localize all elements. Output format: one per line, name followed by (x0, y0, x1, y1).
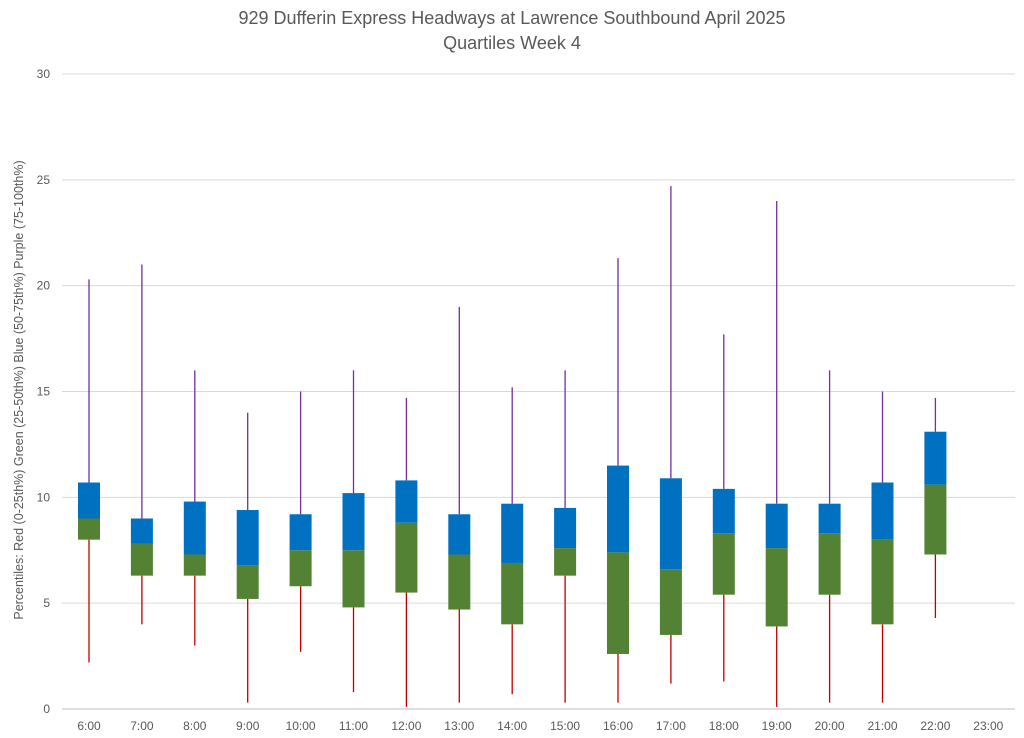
x-tick-label: 18:00 (709, 719, 739, 733)
x-tick-label: 21:00 (867, 719, 897, 733)
y-tick-label: 5 (43, 596, 50, 610)
lower-box (712, 533, 735, 595)
lower-box (236, 565, 259, 599)
box-marks (78, 186, 947, 707)
y-tick-label: 20 (37, 279, 51, 293)
upper-box (448, 514, 471, 555)
x-tick-label: 20:00 (815, 719, 845, 733)
upper-box (501, 503, 524, 563)
x-tick-label: 10:00 (286, 719, 316, 733)
x-tick-label: 16:00 (603, 719, 633, 733)
lower-box (342, 550, 365, 608)
upper-box (818, 503, 841, 534)
x-tick-label: 7:00 (130, 719, 154, 733)
upper-box (871, 482, 894, 540)
chart-title: 929 Dufferin Express Headways at Lawrenc… (238, 8, 786, 28)
upper-box (130, 518, 153, 544)
y-tick-label: 0 (43, 702, 50, 716)
upper-box (289, 514, 312, 551)
x-tick-label: 22:00 (920, 719, 950, 733)
lower-box (78, 518, 100, 540)
x-tick-label: 8:00 (183, 719, 207, 733)
upper-box (342, 493, 365, 551)
lower-box (395, 522, 418, 593)
x-tick-label: 9:00 (236, 719, 260, 733)
lower-box (289, 550, 312, 587)
x-tick-label: 11:00 (339, 719, 368, 733)
upper-box (78, 482, 100, 519)
lower-box (924, 484, 947, 555)
lower-box (183, 554, 206, 576)
lower-box (659, 569, 682, 635)
y-tick-label: 10 (37, 490, 51, 504)
y-tick-label: 15 (37, 385, 51, 399)
x-tick-label: 17:00 (656, 719, 686, 733)
x-tick-label: 15:00 (550, 719, 580, 733)
lower-box (765, 548, 788, 627)
chart-subtitle: Quartiles Week 4 (443, 33, 581, 53)
lower-box (818, 533, 841, 595)
lower-box (130, 543, 153, 576)
upper-box (712, 488, 735, 534)
lower-box (607, 552, 629, 654)
x-tick-label: 14:00 (497, 719, 527, 733)
lower-box (448, 554, 471, 610)
lower-box (871, 539, 894, 625)
lower-box (501, 562, 524, 625)
upper-box (924, 431, 947, 485)
gridlines (62, 73, 1015, 710)
upper-box (659, 478, 682, 570)
x-tick-label: 13:00 (444, 719, 474, 733)
upper-box (765, 503, 788, 549)
x-tick-label: 19:00 (762, 719, 792, 733)
y-tick-label: 30 (37, 67, 51, 81)
x-tick-label: 23:00 (973, 719, 1003, 733)
y-tick-labels: 0 5 10 15 20 25 30 (37, 67, 51, 716)
upper-box (607, 465, 629, 553)
x-tick-label: 12:00 (391, 719, 421, 733)
upper-box (554, 507, 577, 549)
upper-box (236, 510, 259, 566)
lower-box (554, 548, 577, 576)
upper-box (183, 501, 206, 555)
x-tick-label: 6:00 (77, 719, 101, 733)
y-tick-label: 25 (37, 173, 51, 187)
upper-box (395, 480, 418, 523)
x-tick-labels: 6:00 7:00 8:00 9:00 10:00 11:00 12:00 13:00 14:0… (77, 719, 1003, 733)
